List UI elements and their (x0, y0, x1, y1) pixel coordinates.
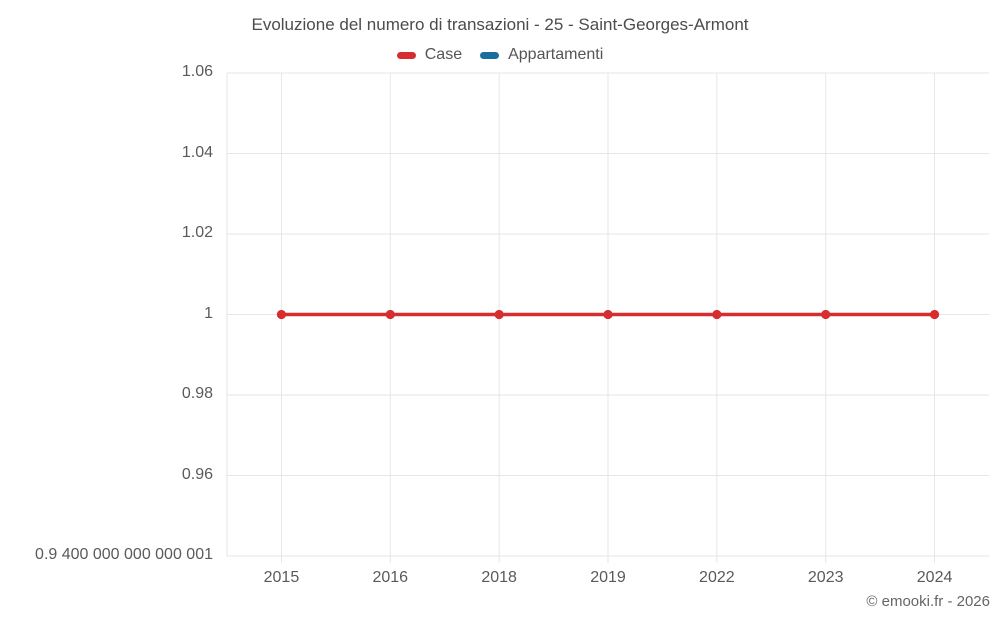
data-point-case-2022[interactable] (712, 309, 722, 320)
chart-title: Evoluzione del numero di transazioni - 2… (251, 15, 749, 34)
legend: Case Appartamenti (0, 46, 1000, 64)
data-point-case-2018[interactable] (494, 309, 504, 320)
legend-item-appartamenti[interactable]: Appartamenti (480, 46, 603, 64)
data-point-case-2015[interactable] (276, 309, 287, 320)
series-case (276, 309, 940, 320)
data-point-case-2016[interactable] (385, 309, 395, 320)
data-point-case-2023[interactable] (821, 309, 831, 320)
legend-item-case[interactable]: Case (396, 46, 463, 64)
legend-swatch-appartamenti (480, 51, 500, 59)
legend-label: Appartamenti (508, 46, 604, 63)
data-point-case-2019[interactable] (603, 309, 613, 320)
legend-label: Case (424, 46, 463, 63)
data-point-case-2024[interactable] (929, 309, 940, 320)
legend-swatch-case (396, 51, 416, 59)
copyright-text: © emooki.fr - 2026 (866, 593, 990, 610)
